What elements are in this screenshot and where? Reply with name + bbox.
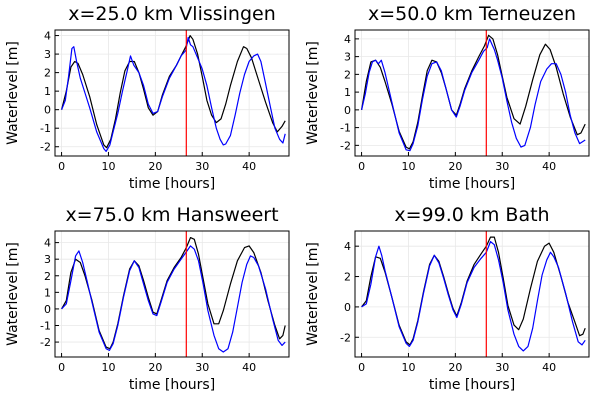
y-tick-label: 3: [44, 253, 51, 266]
y-tick-label: -1: [40, 122, 51, 135]
y-tick-label: 0: [44, 104, 51, 117]
x-tick-label: 30: [495, 361, 509, 374]
subplot-2: 0 10 20 30 40 -2 -1 0 1 2 3 4 x=50.0 km Terneuzen tim…: [305, 3, 590, 192]
y-tick-label: -2: [340, 139, 351, 152]
x-axis-label: time [hours]: [429, 377, 515, 393]
axes-frame: [354, 230, 590, 358]
subplot-title: x=99.0 km Bath: [394, 204, 549, 226]
y-tick-label: -2: [40, 141, 51, 154]
y-tick-label: 0: [44, 303, 51, 316]
series-line-2: [61, 245, 286, 353]
y-tick-label: 0: [344, 104, 351, 117]
y-tick-label: -1: [340, 122, 351, 135]
axes-frame: [354, 29, 590, 157]
x-tick-label: 0: [358, 361, 365, 374]
x-tick-label: 20: [448, 361, 462, 374]
y-tick-label: 3: [44, 48, 51, 61]
subplot-title: x=25.0 km Vlissingen: [68, 3, 276, 25]
x-tick-label: 40: [542, 160, 556, 173]
x-tick-label: 30: [195, 160, 209, 173]
x-tick-label: 40: [542, 361, 556, 374]
x-axis-label: time [hours]: [129, 377, 215, 393]
x-tick-label: 40: [242, 160, 256, 173]
x-tick-label: 20: [148, 160, 162, 173]
x-axis-label: time [hours]: [429, 176, 515, 192]
series-line-1: [61, 237, 286, 350]
y-tick-label: -1: [40, 320, 51, 333]
y-tick-label: 4: [44, 30, 51, 43]
y-tick-label: -2: [40, 336, 51, 349]
x-tick-label: 10: [401, 361, 415, 374]
series-line-2: [61, 36, 286, 152]
x-tick-label: 10: [401, 160, 415, 173]
y-tick-label: 2: [44, 270, 51, 283]
subplot-3: 0 10 20 30 40 -2 -1 0 1 2 3 4 x=75.0 km Hansweert tim…: [5, 204, 290, 393]
x-tick-label: 30: [195, 361, 209, 374]
series-line-1: [61, 35, 286, 149]
subplot-1: 0 10 20 30 40 -2 -1 0 1 2 3 4 x=25.0 km Vlissingen ti…: [5, 3, 290, 192]
series-line-2: [361, 38, 586, 152]
y-tick-label: 2: [344, 68, 351, 81]
x-tick-label: 20: [148, 361, 162, 374]
subplot-4: 0 10 20 30 40 -2 0 2 4 x=99.0 km Bath time [hours]…: [305, 204, 590, 393]
axes-frame: [54, 29, 290, 157]
x-tick-label: 0: [58, 160, 65, 173]
y-tick-label: 4: [344, 240, 351, 253]
x-tick-label: 40: [242, 361, 256, 374]
x-tick-label: 20: [448, 160, 462, 173]
x-tick-label: 10: [101, 361, 115, 374]
y-tick-label: 0: [344, 301, 351, 314]
y-axis-label: Waterlevel [m]: [305, 242, 321, 346]
x-tick-label: 30: [495, 160, 509, 173]
y-tick-label: 4: [44, 237, 51, 250]
x-tick-label: 0: [358, 160, 365, 173]
axes-frame: [54, 230, 290, 358]
subplot-title: x=75.0 km Hansweert: [65, 204, 278, 226]
subplot-title: x=50.0 km Terneuzen: [368, 3, 576, 25]
y-axis-label: Waterlevel [m]: [5, 242, 21, 346]
y-tick-label: 1: [44, 85, 51, 98]
y-tick-label: 2: [44, 67, 51, 80]
y-tick-label: 1: [44, 286, 51, 299]
x-axis-label: time [hours]: [129, 176, 215, 192]
y-axis-label: Waterlevel [m]: [5, 41, 21, 145]
y-tick-label: 2: [344, 271, 351, 284]
y-tick-label: 4: [344, 33, 351, 46]
y-tick-label: 3: [344, 51, 351, 64]
y-axis-label: Waterlevel [m]: [305, 41, 321, 145]
y-tick-label: 1: [344, 86, 351, 99]
x-tick-label: 10: [101, 160, 115, 173]
series-line-2: [361, 241, 586, 352]
y-tick-label: -2: [340, 331, 351, 344]
x-tick-label: 0: [58, 361, 65, 374]
